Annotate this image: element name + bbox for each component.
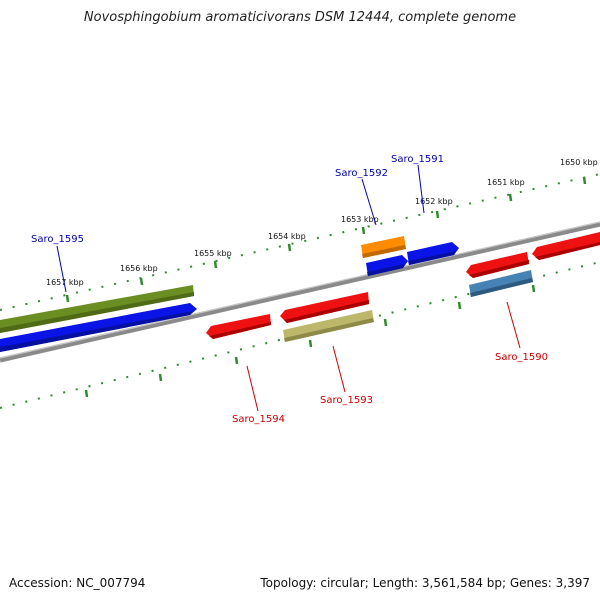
gene-features (0, 232, 600, 352)
genome-summary-footer: Topology: circular; Length: 3,561,584 bp… (260, 576, 590, 590)
ruler-label-1657: 1657 kbp (46, 278, 84, 287)
gene-label-saro-1590[interactable]: Saro_1590 (495, 352, 548, 363)
accession-footer: Accession: NC_007794 (9, 576, 146, 590)
ruler-label-1651: 1651 kbp (487, 178, 525, 187)
ruler-tick-low-3 (383, 318, 388, 327)
ruler-tick-low-6 (158, 373, 163, 382)
ruler-label-1654: 1654 kbp (268, 232, 306, 241)
ruler-labels: 1650 kbp 1651 kbp 1652 kbp 1653 kbp 1654… (46, 158, 598, 287)
ruler-tick-low-4 (308, 339, 313, 348)
leader-saro-1593 (332, 345, 346, 393)
ruler-label-1653: 1653 kbp (341, 215, 379, 224)
ruler-tick-low-7 (84, 389, 89, 398)
ruler-tick-1652 (435, 210, 440, 219)
ruler-tick-1651 (508, 193, 513, 202)
ruler-tick-low-1 (531, 284, 536, 293)
gene-labels: Saro_1591 Saro_1592 Saro_1595 Saro_1590 … (31, 154, 548, 425)
ruler-tick-1657 (65, 294, 70, 303)
gene-saro-1590-red-shade (469, 260, 529, 278)
gene-saro-1593-red-shade (284, 300, 369, 323)
leader-saro-1590 (506, 301, 521, 349)
leader-saro-1595 (56, 245, 67, 293)
leader-saro-1594 (246, 365, 259, 412)
gene-saro-1590-red[interactable] (466, 252, 529, 278)
ruler-label-1655: 1655 kbp (194, 249, 232, 258)
gene-label-saro-1594[interactable]: Saro_1594 (232, 414, 285, 425)
gene-saro-1594[interactable] (206, 314, 271, 339)
gene-label-saro-1593[interactable]: Saro_1593 (320, 395, 373, 406)
gene-blue-long-shade (0, 311, 193, 352)
ruler-label-1650: 1650 kbp (560, 158, 598, 167)
ruler-tick-low-5 (234, 356, 239, 365)
gene-saro-1590-shade (470, 278, 533, 297)
ruler-tick-1654 (287, 243, 292, 252)
gene-saro-1593-shade (284, 318, 374, 342)
ruler-tick-low-2 (457, 301, 462, 310)
ruler-tick-1655 (213, 260, 218, 269)
gene-saro-1593-red[interactable] (280, 292, 369, 323)
ruler-label-1656: 1656 kbp (120, 264, 158, 273)
label-leaders (56, 164, 521, 412)
ruler-tick-1653 (361, 226, 366, 235)
gene-label-saro-1592[interactable]: Saro_1592 (335, 168, 388, 179)
genome-backbone (0, 221, 600, 363)
gene-blue-mid-shade (367, 264, 405, 276)
ruler-label-1652: 1652 kbp (415, 197, 453, 206)
ruler-tick-1656 (139, 277, 144, 286)
gene-red-right[interactable] (532, 232, 600, 260)
genome-title: Novosphingobium aromaticivorans DSM 1244… (83, 10, 517, 25)
ruler-tick-1650 (582, 176, 587, 185)
gene-saro-1594-shade (209, 322, 271, 339)
gene-saro-1591-shade (408, 251, 456, 265)
gene-saro-1592-shade (362, 245, 406, 258)
ruler-major-ticks (65, 176, 587, 398)
leader-saro-1591 (417, 164, 425, 214)
gene-label-saro-1591[interactable]: Saro_1591 (391, 154, 444, 165)
gene-label-saro-1595[interactable]: Saro_1595 (31, 234, 84, 245)
gene-red-right-shade (535, 242, 600, 260)
leader-saro-1592 (361, 178, 377, 226)
genome-backbone-highlight (0, 221, 600, 359)
gene-olive-shade (0, 292, 194, 333)
